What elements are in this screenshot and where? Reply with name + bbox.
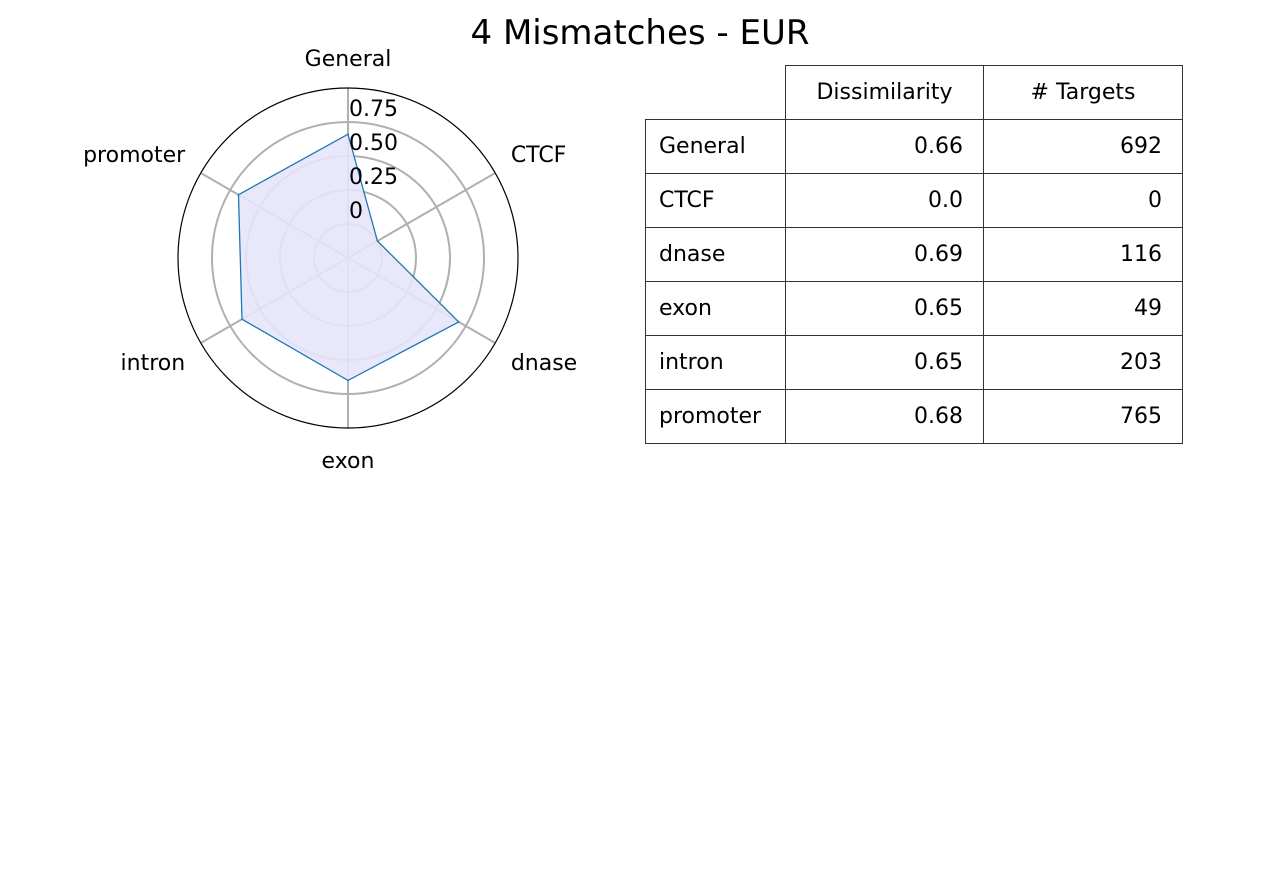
table-row: CTCF 0.0 0 bbox=[645, 173, 1183, 228]
data-table: Dissimilarity # Targets General 0.66 692… bbox=[645, 65, 1183, 444]
data-point bbox=[347, 379, 349, 382]
row-label: General bbox=[645, 119, 786, 174]
targets-cell: 765 bbox=[983, 389, 1183, 444]
table-row: promoter 0.68 765 bbox=[645, 389, 1183, 444]
chart-title: 4 Mismatches - EUR bbox=[470, 13, 810, 53]
category-label: promoter bbox=[83, 143, 186, 168]
table-row: dnase 0.69 116 bbox=[645, 227, 1183, 282]
targets-cell: 116 bbox=[983, 227, 1183, 282]
table-header-blank bbox=[645, 65, 786, 120]
row-label: CTCF bbox=[645, 173, 786, 228]
dissimilarity-cell: 0.65 bbox=[785, 335, 984, 390]
row-label: dnase bbox=[645, 227, 786, 282]
category-label: dnase bbox=[511, 351, 577, 376]
data-point bbox=[376, 240, 379, 242]
row-label: promoter bbox=[645, 389, 786, 444]
data-point bbox=[241, 318, 243, 321]
table-row: General 0.66 692 bbox=[645, 119, 1183, 174]
radial-tick-label: 0 bbox=[349, 199, 363, 224]
radar-labels: 0 0.25 0.50 0.75 General CTCF dnase exon intron p… bbox=[83, 47, 577, 474]
table-header-targets: # Targets bbox=[983, 65, 1183, 120]
dissimilarity-cell: 0.0 bbox=[785, 173, 984, 228]
table-row: exon 0.65 49 bbox=[645, 281, 1183, 336]
dissimilarity-cell: 0.66 bbox=[785, 119, 984, 174]
dissimilarity-cell: 0.68 bbox=[785, 389, 984, 444]
radial-tick-label: 0.75 bbox=[349, 97, 398, 122]
radial-tick-label: 0.25 bbox=[349, 165, 398, 190]
targets-cell: 0 bbox=[983, 173, 1183, 228]
targets-cell: 692 bbox=[983, 119, 1183, 174]
data-point bbox=[347, 133, 349, 136]
radial-tick-label: 0.50 bbox=[349, 131, 398, 156]
row-label: exon bbox=[645, 281, 786, 336]
outer-circle bbox=[177, 87, 519, 429]
category-label: intron bbox=[121, 351, 186, 376]
row-label: intron bbox=[645, 335, 786, 390]
category-label: exon bbox=[322, 449, 375, 474]
dissimilarity-cell: 0.69 bbox=[785, 227, 984, 282]
radar-series bbox=[237, 133, 460, 382]
category-label: CTCF bbox=[511, 143, 567, 168]
data-point bbox=[237, 193, 240, 196]
table-row: intron 0.65 203 bbox=[645, 335, 1183, 390]
radar-chart: 0 0.25 0.50 0.75 General CTCF dnase exon intron p… bbox=[83, 47, 577, 474]
table-header-row: Dissimilarity # Targets bbox=[645, 65, 1183, 120]
table-header-dissimilarity: Dissimilarity bbox=[785, 65, 984, 120]
targets-cell: 203 bbox=[983, 335, 1183, 390]
category-label: General bbox=[305, 47, 392, 72]
data-point bbox=[457, 321, 460, 323]
dissimilarity-cell: 0.65 bbox=[785, 281, 984, 336]
targets-cell: 49 bbox=[983, 281, 1183, 336]
